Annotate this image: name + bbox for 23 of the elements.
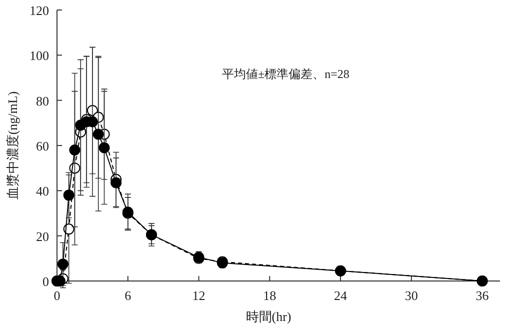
point bbox=[110, 177, 122, 188]
y-tick-label: 60 bbox=[36, 138, 49, 154]
x-tick-label: 18 bbox=[263, 288, 276, 303]
annotation: 平均値±標準偏差、n=28 bbox=[222, 67, 350, 81]
y-tick-label: 40 bbox=[36, 184, 49, 199]
y-tick-label: 120 bbox=[30, 3, 49, 18]
x-tick-label: 6 bbox=[124, 288, 132, 303]
y-tick-label: 80 bbox=[36, 93, 49, 108]
point bbox=[92, 128, 104, 140]
x-tick-label: 0 bbox=[54, 288, 60, 303]
x-tick-label: 24 bbox=[334, 288, 348, 303]
y-axis-title: 血漿中濃度(ng/mL) bbox=[5, 91, 20, 200]
x-tick-label: 30 bbox=[404, 288, 418, 303]
y-tick-label: 0 bbox=[42, 274, 49, 289]
point bbox=[57, 258, 68, 270]
x-axis-title: 時間(hr) bbox=[246, 309, 292, 324]
y-tick-label: 20 bbox=[36, 228, 49, 244]
point bbox=[98, 142, 110, 154]
x-tick-label: 36 bbox=[476, 288, 490, 303]
point bbox=[69, 144, 80, 156]
x-tick-label: 12 bbox=[192, 288, 206, 303]
point bbox=[63, 190, 74, 201]
y-tick-label: 100 bbox=[30, 48, 49, 64]
